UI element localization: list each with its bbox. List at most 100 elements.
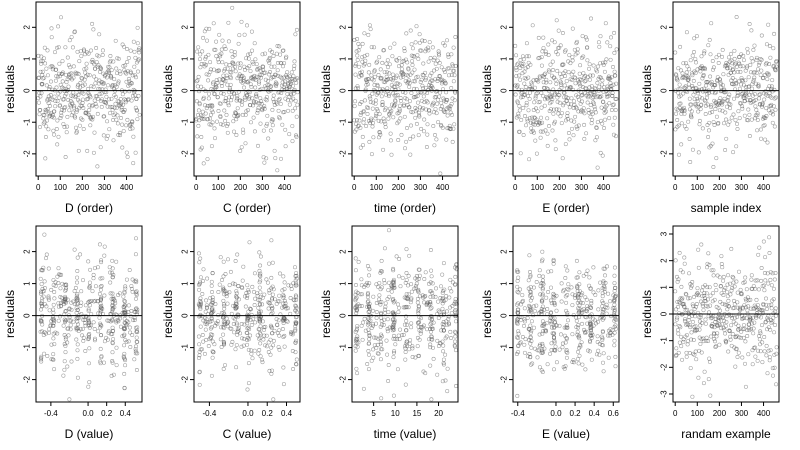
data-point [755,358,760,363]
data-point [541,282,546,287]
data-point [430,281,435,286]
data-point [40,82,45,86]
data-point [730,274,735,279]
data-point [552,335,556,340]
data-point [270,297,275,302]
data-point [270,123,275,128]
data-point [525,316,530,320]
data-point [253,320,258,325]
data-point [99,355,104,360]
data-point [221,91,226,96]
data-point [261,128,266,133]
data-point [603,273,607,278]
data-point [39,299,44,304]
data-point [198,275,203,280]
data-point [67,397,72,402]
data-point [390,279,395,284]
data-point [56,45,61,50]
data-point [754,81,758,86]
data-point [110,275,115,280]
data-point [63,300,68,305]
data-point [613,108,618,112]
data-point [226,39,231,44]
data-point [415,107,420,112]
data-point [369,326,374,330]
data-point [559,299,564,304]
data-point [232,50,237,55]
data-point [385,329,390,334]
data-point [265,113,270,118]
data-point [244,56,249,61]
data-point [292,87,297,92]
data-point [552,40,557,45]
data-point [293,324,298,329]
data-point [687,67,692,72]
data-point [71,75,76,80]
data-point [609,108,614,112]
data-point [362,316,367,321]
data-point [530,23,535,28]
data-point [436,316,441,320]
data-point [707,128,711,133]
data-point [734,346,739,351]
data-point [747,22,752,26]
data-point [538,292,543,297]
data-point [133,252,138,257]
data-point [55,99,60,104]
data-point [249,351,254,356]
data-point [577,333,582,338]
data-point [551,87,556,92]
data-point [278,52,283,57]
data-point [762,271,767,275]
data-point [551,111,556,116]
data-point [87,380,92,385]
data-point [263,70,268,75]
data-point [126,303,131,308]
data-point [744,93,749,98]
data-point [378,67,383,72]
data-point [71,319,76,324]
data-point [601,100,606,105]
data-point [89,115,94,120]
data-point [270,107,275,112]
data-point [608,299,613,304]
data-point [522,350,527,355]
data-point [239,145,244,150]
data-point [690,73,695,78]
data-point [218,255,223,260]
data-point [294,134,299,139]
x-tick-label: 0.2 [101,409,113,418]
data-point [419,48,424,53]
data-point [673,50,678,55]
data-point [87,284,92,289]
data-point [579,93,584,98]
x-tick-label: 0.0 [83,409,95,418]
x-tick-label: 300 [735,183,749,192]
data-point [354,118,359,122]
data-point [122,305,126,309]
data-point [383,106,388,111]
data-point [518,340,523,345]
data-point [128,330,133,335]
data-point [710,324,715,329]
data-point [87,346,92,351]
data-point [74,310,79,315]
data-point [258,354,263,359]
data-point [94,104,99,109]
data-point [598,150,603,155]
data-point [63,105,68,110]
data-point [114,66,119,71]
data-point [706,135,711,139]
data-point [99,66,104,71]
data-point [75,280,79,285]
data-point [589,298,594,303]
data-point [198,256,203,261]
data-point [40,69,45,74]
data-point [285,98,290,103]
data-point [560,341,565,346]
data-point [682,261,687,266]
data-point [565,323,569,328]
data-point [554,18,559,23]
data-point [404,305,409,310]
data-point [713,83,718,87]
